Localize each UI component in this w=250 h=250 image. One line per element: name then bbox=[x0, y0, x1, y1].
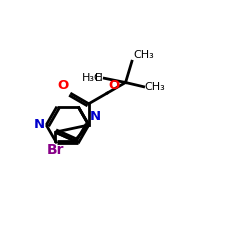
Text: O: O bbox=[108, 79, 120, 92]
Text: O: O bbox=[58, 79, 69, 92]
Text: Br: Br bbox=[46, 144, 64, 158]
Text: CH₃: CH₃ bbox=[133, 50, 154, 60]
Text: CH₃: CH₃ bbox=[145, 82, 166, 92]
Text: H: H bbox=[95, 73, 103, 83]
Text: N: N bbox=[34, 118, 45, 132]
Text: N: N bbox=[90, 110, 101, 122]
Text: H₃C: H₃C bbox=[82, 73, 103, 83]
